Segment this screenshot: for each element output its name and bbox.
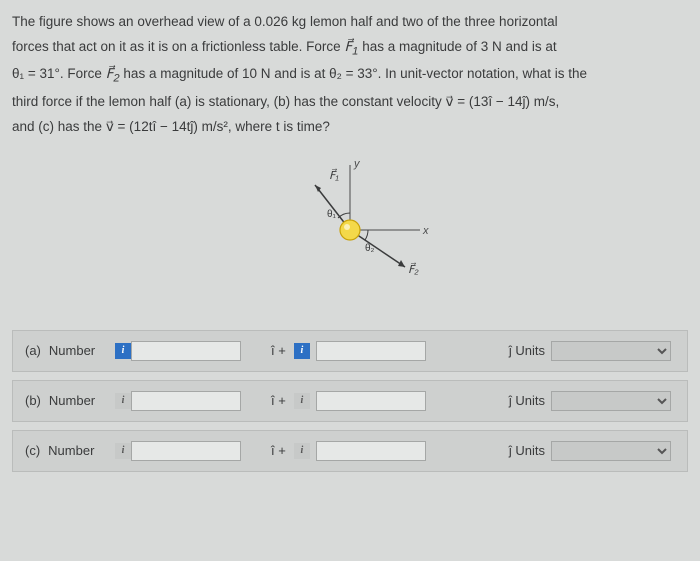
q-text: third force if the lemon half (a) is sta… <box>12 94 445 109</box>
i-component-input[interactable] <box>131 441 241 461</box>
theta1: θ₁ = 31° <box>12 66 60 81</box>
theta1-label: θ₁ <box>327 209 337 220</box>
f1-vector: F⃗1 <box>344 39 358 54</box>
q-text: has a magnitude of <box>358 39 480 54</box>
answer-row-a: (a) Number i î + i ĵ Units <box>12 330 688 372</box>
units-select[interactable] <box>551 441 671 461</box>
q-text: and is at <box>502 39 557 54</box>
part-label: (c) <box>25 443 40 458</box>
number-label: Number <box>49 343 95 358</box>
i-component-input[interactable] <box>131 391 241 411</box>
units-select[interactable] <box>551 391 671 411</box>
x-axis-label: x <box>422 225 429 237</box>
j-units-label: ĵ Units <box>509 393 545 408</box>
j-component-input[interactable] <box>316 341 426 361</box>
j-component-input[interactable] <box>316 391 426 411</box>
q-mass: 0.026 kg <box>254 14 306 29</box>
f2-label: F⃗₂ <box>408 262 419 276</box>
answer-row-b: (b) Number i î + i ĵ Units <box>12 380 688 422</box>
q-text: . Force <box>60 66 106 81</box>
info-icon[interactable]: i <box>115 393 131 409</box>
y-axis-label: y <box>353 158 361 170</box>
i-component-input[interactable] <box>131 341 241 361</box>
answers-section: (a) Number i î + i ĵ Units (b) Number i <box>12 330 688 472</box>
q-text: . In unit-vector notation, what is the <box>378 66 587 81</box>
i-plus-label: î + <box>271 343 286 358</box>
info-icon[interactable]: i <box>294 443 310 459</box>
f1-label: F⃗₁ <box>329 168 339 182</box>
question-text: The figure shows an overhead view of a 0… <box>12 10 688 140</box>
f1-mag: 3 N <box>481 39 502 54</box>
q-text: and is at <box>271 66 330 81</box>
force-diagram: x y F⃗₁ θ₁ F⃗₂ θ₂ <box>12 155 688 305</box>
q-text: lemon half and two of the three horizont… <box>306 14 557 29</box>
number-label: Number <box>48 443 94 458</box>
f2-vector: F⃗2 <box>106 66 120 81</box>
part-label: (a) <box>25 343 41 358</box>
number-label: Number <box>49 393 95 408</box>
j-component-input[interactable] <box>316 441 426 461</box>
i-plus-label: î + <box>271 393 286 408</box>
q-text: , where t is time? <box>228 119 330 134</box>
q-text: has a magnitude of <box>120 66 242 81</box>
velocity-expr: v⃗ = (13î − 14ĵ) m/s, <box>445 94 559 109</box>
i-plus-label: î + <box>271 443 286 458</box>
q-text: and (c) has the <box>12 119 106 134</box>
info-icon[interactable]: i <box>115 443 131 459</box>
theta2-label: θ₂ <box>365 243 375 254</box>
q-text: forces that act on it as it is on a fric… <box>12 39 344 54</box>
part-label: (b) <box>25 393 41 408</box>
accel-expr: v⃗ = (12tî − 14tĵ) m/s² <box>106 119 228 134</box>
f2-mag: 10 N <box>242 66 271 81</box>
answer-row-c: (c) Number i î + i ĵ Units <box>12 430 688 472</box>
j-units-label: ĵ Units <box>509 443 545 458</box>
q-text: The figure shows an overhead view of a <box>12 14 254 29</box>
info-icon[interactable]: i <box>115 343 131 359</box>
units-select[interactable] <box>551 341 671 361</box>
j-units-label: ĵ Units <box>509 343 545 358</box>
theta2: θ₂ = 33° <box>329 66 378 81</box>
info-icon[interactable]: i <box>294 343 310 359</box>
info-icon[interactable]: i <box>294 393 310 409</box>
